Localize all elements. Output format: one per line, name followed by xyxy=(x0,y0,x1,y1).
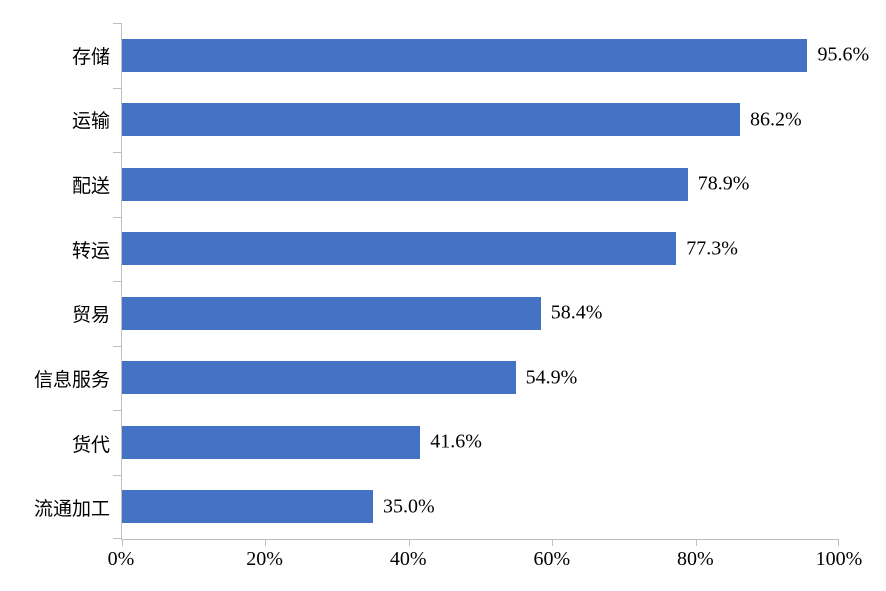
x-axis-tick-label: 40% xyxy=(389,548,427,570)
bar-row: 95.6% xyxy=(122,23,869,88)
x-axis-tick xyxy=(838,540,839,546)
value-label: 41.6% xyxy=(430,430,482,453)
y-axis-tick xyxy=(113,216,121,218)
bar xyxy=(122,167,688,201)
bar-row: 86.2% xyxy=(122,88,839,153)
bar xyxy=(122,38,808,72)
y-axis-tick xyxy=(113,538,121,539)
x-axis-tick-label: 80% xyxy=(677,548,714,570)
value-label: 58.4% xyxy=(550,301,603,324)
bar-row: 41.6% xyxy=(122,410,839,475)
plot-area: 95.6% 86.2% 78.9% 77.3% 58.4% 54.9% xyxy=(113,23,869,546)
x-axis-tick xyxy=(265,540,267,546)
category-label: 运输 xyxy=(71,111,110,133)
category-axis: 存储 运输 配送 转运 贸易 信息服务 货代 流通加工 xyxy=(0,23,110,540)
x-axis-tick-label: 20% xyxy=(246,548,283,570)
value-label: 78.9% xyxy=(697,172,750,195)
bar xyxy=(122,232,677,266)
category-label: 信息服务 xyxy=(33,369,110,391)
category-label: 贸易 xyxy=(71,305,110,327)
y-axis-tick xyxy=(113,152,121,153)
bar xyxy=(122,296,541,330)
y-axis-tick xyxy=(113,281,121,282)
bar-row: 77.3% xyxy=(122,217,839,282)
x-axis-tick-label: 100% xyxy=(815,548,863,570)
bar-row: 54.9% xyxy=(122,346,839,411)
x-axis-tick-label: 0% xyxy=(107,548,135,570)
bar xyxy=(122,103,741,137)
y-axis-tick xyxy=(113,474,121,476)
y-axis-tick xyxy=(113,410,121,411)
x-axis-tick xyxy=(552,540,554,546)
x-axis-tick xyxy=(695,540,697,546)
bar-row: 58.4% xyxy=(122,281,839,346)
bar-row: 78.9% xyxy=(122,152,839,217)
x-axis: 0% 20% 40% 60% 80% 100% xyxy=(108,548,863,578)
bar-row: 35.0% xyxy=(122,475,839,540)
category-label: 流通加工 xyxy=(33,499,110,521)
value-label: 95.6% xyxy=(817,43,870,66)
bar xyxy=(122,425,421,459)
bar xyxy=(122,490,373,524)
category-label: 存储 xyxy=(71,46,110,68)
x-axis-tick-label: 60% xyxy=(533,548,571,570)
y-axis-tick xyxy=(113,23,121,24)
value-label: 77.3% xyxy=(686,237,738,260)
value-label: 86.2% xyxy=(750,108,802,131)
y-axis-tick xyxy=(113,345,121,347)
value-label: 35.0% xyxy=(382,495,435,518)
y-axis-tick xyxy=(113,87,121,89)
bar xyxy=(122,361,516,395)
value-label: 54.9% xyxy=(525,366,578,389)
category-label: 转运 xyxy=(71,240,110,262)
category-label: 货代 xyxy=(71,434,110,456)
category-label: 配送 xyxy=(71,176,110,198)
x-axis-tick xyxy=(122,540,123,546)
bar-rows: 95.6% 86.2% 78.9% 77.3% 58.4% 54.9% xyxy=(122,23,869,540)
x-axis-tick xyxy=(408,540,410,546)
